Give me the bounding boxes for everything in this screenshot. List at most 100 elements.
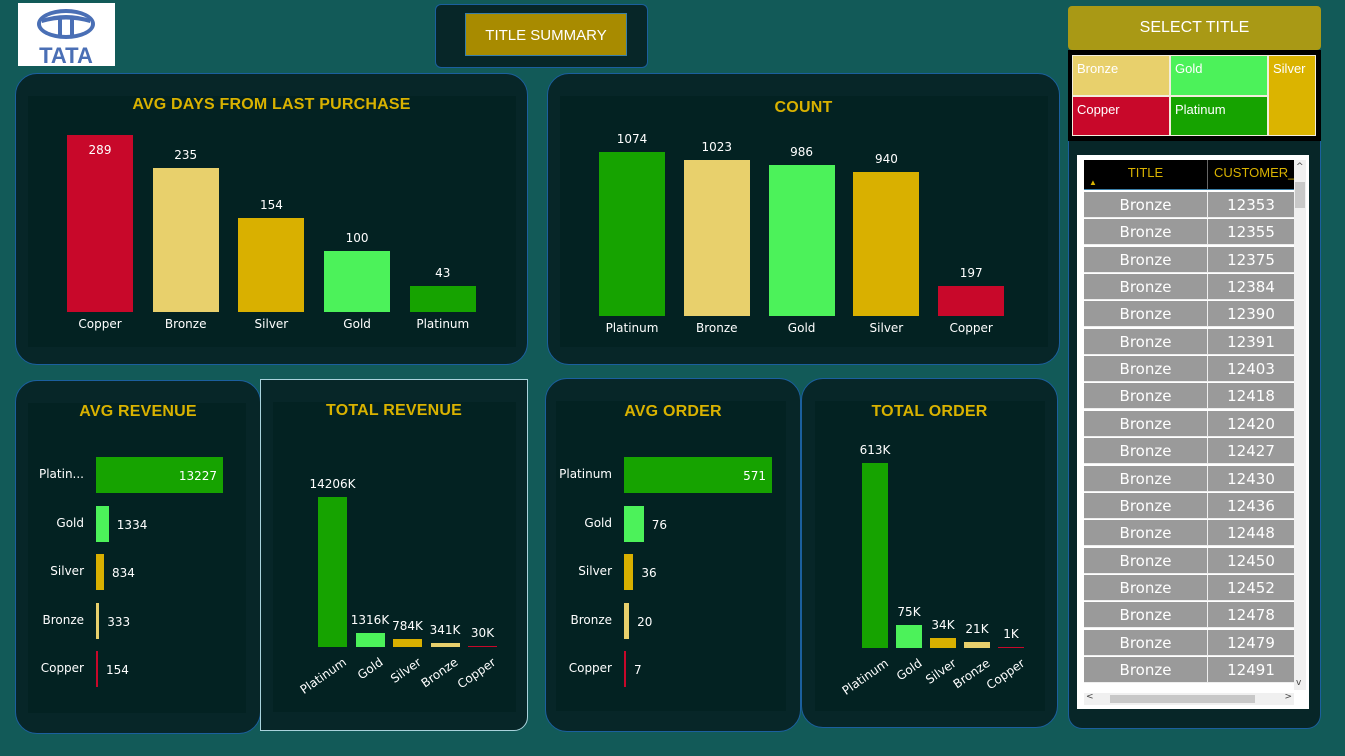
column-header-customer-id[interactable]: CUSTOMER_ID <box>1214 165 1294 180</box>
sort-ascending-icon: ▲ <box>1089 178 1097 187</box>
table-row[interactable]: Bronze 12448 <box>1084 520 1294 547</box>
chart-title: AVG ORDER <box>624 403 722 420</box>
bar-bronze <box>430 643 460 647</box>
data-label: 1023 <box>701 139 733 154</box>
table-row[interactable]: Bronze 12390 <box>1084 301 1294 328</box>
cell-customer-id: 12436 <box>1227 496 1275 515</box>
cell-title: Bronze <box>1084 219 1208 245</box>
data-label: 14206K <box>309 477 356 491</box>
bar-copper <box>998 647 1024 648</box>
data-label: 1316K <box>350 613 390 628</box>
table-row[interactable]: Bronze 12436 <box>1084 492 1294 519</box>
bar-copper <box>624 651 626 687</box>
data-label: 1334 <box>116 517 148 532</box>
table-row[interactable]: Bronze 12452 <box>1084 574 1294 601</box>
cell-customer-id: 12384 <box>1227 278 1275 297</box>
bar-platinum <box>318 497 347 647</box>
slicer-tile-gold[interactable]: Gold <box>1170 55 1268 96</box>
bar-gold <box>624 505 644 542</box>
category-label: Gold <box>787 321 816 335</box>
cell-customer-id: 12420 <box>1227 414 1275 433</box>
bar-gold <box>355 633 385 647</box>
table-row[interactable]: Bronze 12478 <box>1084 602 1294 629</box>
cell-customer-id: 12448 <box>1227 524 1275 543</box>
table-row[interactable]: Bronze 12430 <box>1084 465 1294 492</box>
cell-customer-id: 12390 <box>1227 305 1275 324</box>
bar-bronze <box>964 641 990 648</box>
total-order-panel: TOTAL ORDER <box>801 378 1058 728</box>
total-revenue-panel: TOTAL REVENUE <box>260 379 528 731</box>
cell-title: Bronze <box>1084 520 1208 546</box>
slicer-tile-bronze[interactable]: Bronze <box>1072 55 1170 96</box>
bar-copper <box>938 285 1005 316</box>
data-label: 75K <box>897 605 921 620</box>
horizontal-scrollbar[interactable]: < > <box>1084 692 1294 705</box>
table-row[interactable]: Bronze 12420 <box>1084 410 1294 437</box>
cell-customer-id: 12491 <box>1227 660 1275 679</box>
data-label: 784K <box>392 618 423 633</box>
data-label: 1074 <box>616 132 648 146</box>
data-label: 333 <box>107 614 131 629</box>
cell-customer-id: 12355 <box>1227 223 1275 242</box>
vertical-scrollbar[interactable]: ^ v <box>1294 160 1306 690</box>
slicer-tile-copper[interactable]: Copper <box>1072 96 1170 136</box>
data-label: 834 <box>112 566 135 580</box>
category-label: Gold <box>56 515 84 530</box>
category-label: Platinum <box>559 467 612 481</box>
table-row[interactable]: Bronze 12427 <box>1084 438 1294 465</box>
data-label: 1K <box>1003 627 1019 641</box>
table-row[interactable]: Bronze 12479 <box>1084 629 1294 656</box>
data-label: 154 <box>106 663 129 677</box>
cell-title: Bronze <box>1084 438 1208 464</box>
cell-title: Bronze <box>1084 246 1208 272</box>
data-label: 986 <box>790 145 814 160</box>
cell-customer-id: 12479 <box>1227 633 1275 652</box>
category-label: Silver <box>578 564 612 578</box>
cell-title: Bronze <box>1084 574 1208 600</box>
table-row[interactable]: Bronze 12403 <box>1084 356 1294 383</box>
column-header-title[interactable]: TITLE ▲ <box>1084 160 1208 189</box>
table-row[interactable]: Bronze 12353 <box>1084 192 1294 218</box>
data-label: 76 <box>651 517 667 532</box>
data-label: 341K <box>429 623 461 638</box>
slicer-tile-platinum[interactable]: Platinum <box>1170 96 1268 136</box>
data-label: 613K <box>859 443 891 457</box>
data-label: 197 <box>959 265 983 280</box>
bar-platinum <box>599 152 665 316</box>
data-label: 100 <box>345 230 369 245</box>
cell-customer-id: 12427 <box>1227 442 1275 461</box>
bar-gold <box>768 165 835 316</box>
table-row[interactable]: Bronze 12375 <box>1084 246 1294 273</box>
table-row[interactable]: Bronze 12384 <box>1084 274 1294 301</box>
cell-title: Bronze <box>1084 656 1208 682</box>
title-summary-button[interactable]: TITLE SUMMARY <box>465 13 627 56</box>
cell-title: Bronze <box>1084 492 1208 518</box>
bar-platinum <box>862 463 888 648</box>
category-label: Gold <box>584 515 612 530</box>
cell-customer-id: 12353 <box>1227 196 1275 214</box>
category-label: Silver <box>869 321 904 335</box>
data-label: 20 <box>637 614 653 629</box>
select-title-button[interactable]: SELECT TITLE <box>1068 6 1321 50</box>
cell-title: Bronze <box>1084 274 1208 300</box>
chart-title: TOTAL ORDER <box>871 403 988 420</box>
table-row[interactable]: Bronze 12355 <box>1084 219 1294 246</box>
category-label: Platinum <box>416 317 470 331</box>
bar-gold <box>896 625 922 648</box>
table-row[interactable]: Bronze 12391 <box>1084 328 1294 355</box>
chart-title: AVG REVENUE <box>79 403 197 420</box>
bar-gold <box>96 505 109 542</box>
data-label: 235 <box>174 148 198 163</box>
bar-silver <box>930 637 956 648</box>
bar-platinum <box>409 285 476 312</box>
bar-silver <box>393 638 422 647</box>
table-row[interactable]: Bronze 12491 <box>1084 656 1294 683</box>
slicer-tile-silver[interactable]: Silver <box>1268 55 1316 136</box>
cell-customer-id: 12418 <box>1227 387 1275 406</box>
category-label: Copper <box>949 321 993 335</box>
bar-silver <box>238 217 305 312</box>
table-row[interactable]: Bronze 12418 <box>1084 383 1294 410</box>
chart-title: TOTAL REVENUE <box>326 402 462 419</box>
data-label: 154 <box>259 197 283 212</box>
table-row[interactable]: Bronze 12450 <box>1084 547 1294 574</box>
